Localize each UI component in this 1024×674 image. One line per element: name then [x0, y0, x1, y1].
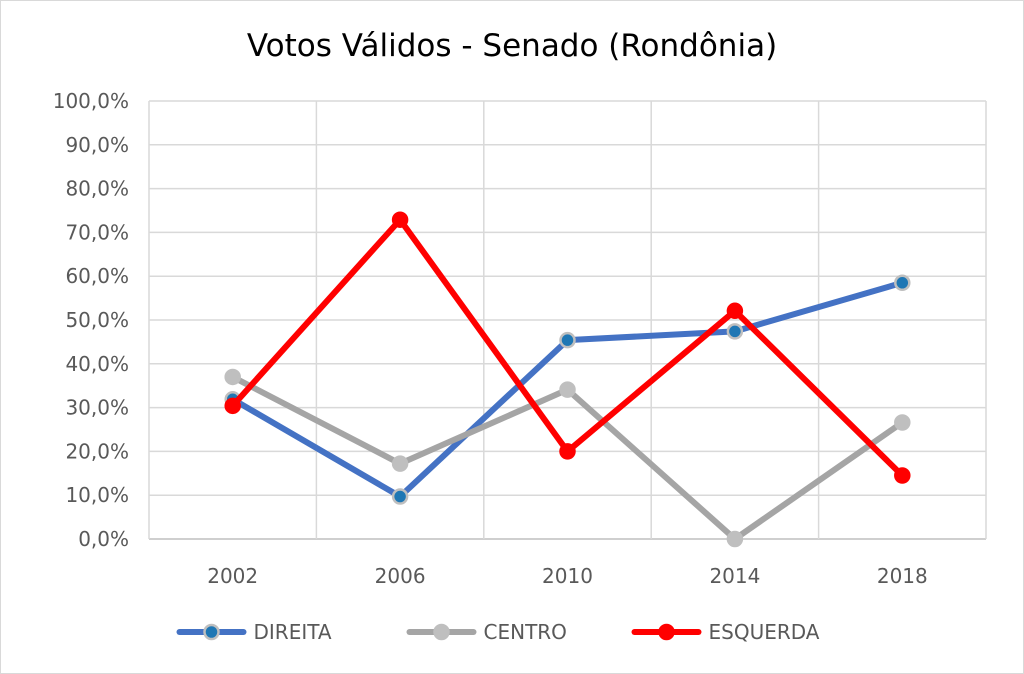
y-tick-label: 80,0% [65, 177, 129, 201]
x-tick-label: 2014 [709, 564, 760, 588]
y-tick-label: 0,0% [78, 527, 129, 551]
data-point-centro [224, 368, 241, 386]
legend: DIREITA CENTRO ESQUERDA [176, 620, 820, 644]
data-point-esquerda [224, 397, 241, 415]
x-tick-label: 2002 [207, 564, 258, 588]
gridlines [148, 100, 987, 540]
legend-marker-esquerda [658, 623, 675, 641]
data-point-direita [559, 331, 576, 349]
x-tick-label: 2006 [375, 564, 426, 588]
y-tick-label: 100,0% [53, 89, 129, 113]
data-point-centro [559, 381, 576, 398]
legend-marker-centro [433, 623, 450, 641]
data-point-direita [894, 274, 911, 292]
data-point-esquerda [726, 302, 744, 320]
y-tick-label: 90,0% [65, 133, 129, 157]
y-tick-label: 40,0% [65, 352, 129, 376]
x-tick-label: 2010 [542, 564, 593, 588]
data-point-direita [726, 323, 744, 340]
y-tick-label: 10,0% [65, 483, 129, 507]
data-point-centro [894, 414, 911, 431]
x-axis-tick-labels: 2002 2006 2010 2014 2018 [207, 564, 928, 588]
legend-label-centro: CENTRO [484, 620, 567, 644]
legend-label-esquerda: ESQUERDA [709, 620, 820, 644]
y-tick-label: 70,0% [65, 220, 129, 244]
legend-label-direita: DIREITA [254, 620, 332, 644]
legend-marker-direita [203, 623, 220, 641]
x-tick-label: 2018 [877, 564, 928, 588]
data-point-esquerda [894, 467, 911, 484]
data-point-centro [726, 530, 744, 548]
data-point-esquerda [559, 443, 576, 460]
y-axis-tick-labels: 0,0% 10,0% 20,0% 30,0% 40,0% 50,0% 60,0% 70,0% 8… [53, 89, 129, 551]
y-tick-label: 30,0% [65, 396, 129, 420]
chart-title: Votos Válidos - Senado (Rondônia) [247, 28, 777, 64]
data-point-esquerda [391, 211, 409, 228]
data-point-centro [391, 455, 409, 472]
series-lines [224, 211, 911, 548]
y-tick-label: 60,0% [65, 264, 129, 288]
y-tick-label: 20,0% [65, 439, 129, 463]
y-tick-label: 50,0% [65, 308, 129, 332]
data-point-direita [391, 488, 409, 505]
